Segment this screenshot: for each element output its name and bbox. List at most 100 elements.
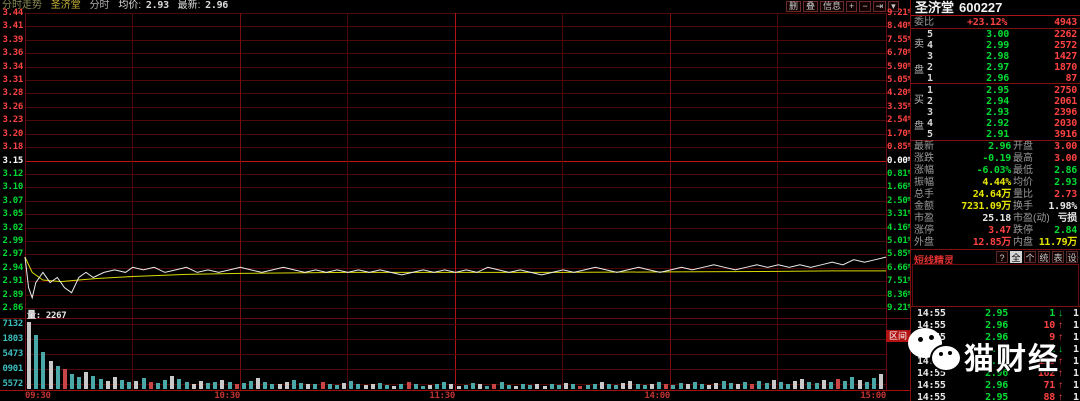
- volume-bar: [428, 385, 432, 389]
- volume-bar: [692, 382, 697, 389]
- stat-value: -6.03%: [976, 165, 1012, 176]
- spirit-tab-设[interactable]: 设: [1066, 251, 1078, 263]
- toolbar-button-−[interactable]: −: [859, 1, 871, 12]
- volume-bar: [850, 377, 855, 389]
- bid-level: 5: [927, 129, 933, 140]
- plot-border-left: [25, 13, 26, 390]
- volume-bar: [41, 352, 46, 389]
- tick-time: 14:55: [917, 356, 946, 367]
- stat-value: 2.93: [1054, 177, 1077, 188]
- tick-time: 14:55: [917, 392, 946, 401]
- volume-bar: [571, 384, 576, 389]
- stat-label: 换手: [1013, 201, 1033, 212]
- range-badge[interactable]: 区间: [886, 330, 910, 342]
- toolbar-button-⇥[interactable]: ⇥: [872, 1, 887, 12]
- volume-gridline: [25, 324, 886, 325]
- stats-grid: 最新 2.96 开盘 3.00 涨跌 -0.19 最高 3.00 涨幅 -6.03% 最低 2.86 振…: [911, 141, 1080, 249]
- volume-bar: [836, 379, 841, 389]
- volume-gridline: [25, 369, 886, 370]
- tick-up-arrow-icon: ↑: [1058, 380, 1063, 391]
- price-axis-label: 2.86: [2, 303, 24, 313]
- volume-bar: [256, 378, 261, 389]
- price-line: [24, 256, 887, 300]
- tick-volume: 71: [1043, 380, 1056, 391]
- plot-border-right: [886, 13, 887, 390]
- volume-bar: [27, 322, 31, 389]
- toolbar-button-叠[interactable]: 叠: [803, 1, 819, 12]
- volume-bar: [77, 377, 82, 389]
- volume-pane-border: [0, 318, 910, 319]
- bid-book: 1 2.95 2750 2 2.94 2061 3 2.93 2396 4 2.92 2030 5 2.9…: [925, 85, 1080, 140]
- volume-bar: [800, 379, 805, 389]
- pct-axis-label: 5.85%: [887, 249, 913, 260]
- toolbar-button-删[interactable]: 删: [786, 1, 802, 12]
- pct-axis-label: 0.85%: [887, 142, 913, 153]
- volume-bar: [342, 383, 346, 389]
- tick-row: 14:55 2.96 71 ↑ 1: [911, 380, 1080, 392]
- pct-axis-label: 1.66%: [887, 182, 913, 193]
- volume-bar: [793, 381, 798, 389]
- price-axis-label: 3.41: [2, 21, 24, 32]
- buy-char: 买: [914, 94, 924, 106]
- volume-bar: [521, 384, 525, 389]
- bid-volume: 2030: [1054, 118, 1077, 129]
- toolbar-button-+[interactable]: +: [846, 1, 858, 12]
- volume-axis-label: 5572: [2, 379, 24, 389]
- ask-price: 2.98: [986, 51, 1009, 62]
- stat-label: 最新: [914, 141, 934, 152]
- spirit-tab-统[interactable]: 统: [1038, 251, 1050, 263]
- ask-row: 2 2.97 1870: [925, 62, 1080, 73]
- bid-volume: 2396: [1054, 107, 1077, 118]
- toolbar-button-信息[interactable]: 信息: [820, 1, 845, 12]
- tick-row: 14:55 2.95 88 ↑ 1: [911, 392, 1080, 401]
- tick-volume: 115: [1037, 356, 1055, 367]
- pct-axis-label: 0.00%: [887, 155, 913, 166]
- volume-bar: [227, 382, 232, 389]
- stat-row: 外盘 12.85万 内盘 11.79万: [911, 237, 1080, 249]
- ask-price: 3.00: [986, 29, 1009, 40]
- volume-bar: [277, 384, 282, 389]
- stat-label: 最低: [1013, 165, 1033, 176]
- price-axis-label: 3.39: [2, 34, 24, 45]
- ask-price: 2.99: [986, 40, 1009, 51]
- tick-volume: 1: [1049, 308, 1055, 319]
- volume-bar: [786, 384, 790, 389]
- toolbar-button-▾[interactable]: ▾: [888, 1, 899, 12]
- tick-time: 14:55: [917, 308, 946, 319]
- pct-axis-label: 4.20%: [887, 88, 913, 99]
- stat-value: 1.98%: [1048, 201, 1077, 212]
- stat-label: 跌停: [1013, 225, 1033, 236]
- stat-row: 总手 24.64万 量比 2.73: [911, 189, 1080, 201]
- bid-volume: 2061: [1054, 96, 1077, 107]
- spirit-tab-全[interactable]: 全: [1010, 251, 1022, 263]
- spirit-tab-个[interactable]: 个: [1024, 251, 1036, 263]
- pct-axis-label: 5.90%: [887, 61, 913, 72]
- volume-bar: [184, 382, 189, 389]
- tick-volume: 1: [1049, 344, 1055, 355]
- stock-title: 圣济堂 600227: [911, 0, 1080, 16]
- bid-row: 3 2.93 2396: [925, 107, 1080, 118]
- tick-count: 1: [1073, 308, 1079, 319]
- volume-bar: [327, 384, 332, 389]
- volume-bar: [535, 384, 540, 389]
- volume-bar: [377, 383, 382, 389]
- bid-price: 2.92: [986, 118, 1009, 129]
- volume-bar: [470, 383, 475, 389]
- ask-level: 4: [927, 40, 933, 51]
- tick-down-arrow-icon: ↓: [1058, 344, 1063, 355]
- tick-count: 1: [1073, 344, 1079, 355]
- tick-count: 1: [1073, 392, 1079, 401]
- tick-time: 14:55: [917, 380, 946, 391]
- spirit-tab-?[interactable]: ?: [996, 251, 1008, 263]
- divider: [911, 83, 1080, 84]
- price-axis-label: 2.89: [2, 289, 24, 300]
- price-axis-label: 3.36: [2, 48, 24, 59]
- stat-value: 25.18: [982, 213, 1011, 224]
- time-axis-label: 10:30: [214, 391, 240, 401]
- volume-bar: [449, 384, 454, 389]
- price-axis-label: 3.34: [2, 61, 24, 72]
- volume-bar: [599, 382, 604, 389]
- divider: [911, 140, 1080, 141]
- spirit-tab-表[interactable]: 表: [1052, 251, 1064, 263]
- price-axis-label: 3.31: [2, 75, 24, 86]
